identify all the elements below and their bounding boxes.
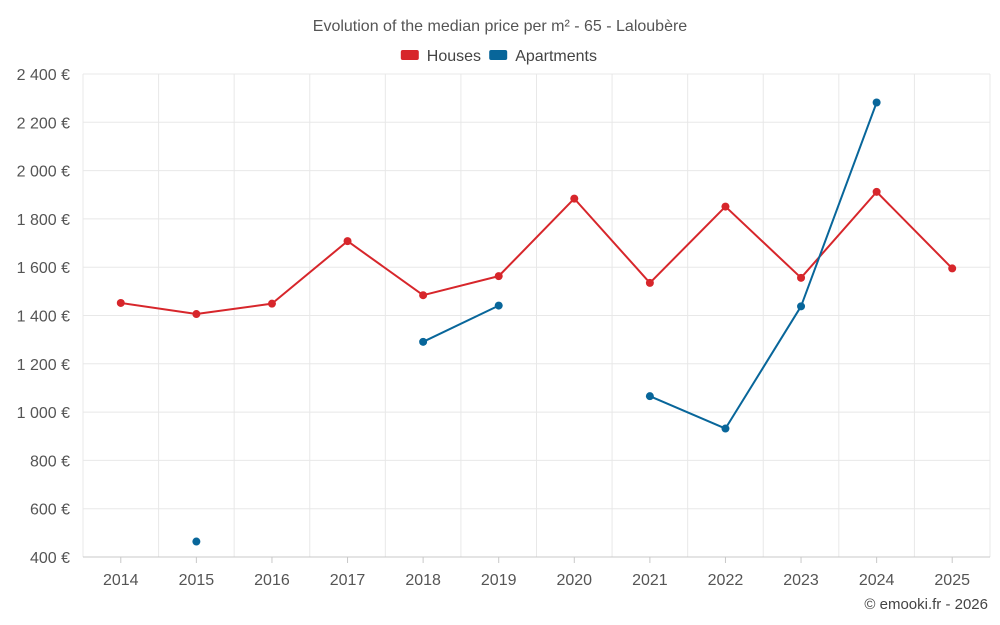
x-tick-label: 2020: [556, 572, 592, 589]
houses-data-point: [797, 273, 806, 282]
x-tick-label: 2022: [708, 572, 744, 589]
x-tick-label: 2015: [179, 572, 215, 589]
houses-data-point: [872, 187, 881, 196]
y-tick-label: 1 000 €: [17, 405, 70, 422]
apartments-data-point: [721, 424, 730, 433]
legend-label-houses: Houses: [427, 48, 481, 65]
y-tick-label: 2 200 €: [17, 115, 70, 132]
houses-data-point: [948, 264, 957, 273]
apartments-data-point: [192, 537, 201, 546]
apartments-data-point: [645, 392, 654, 401]
y-tick-label: 800 €: [30, 453, 70, 470]
series-lines: [116, 98, 957, 546]
y-tick-label: 1 600 €: [17, 260, 70, 277]
houses-data-point: [721, 202, 730, 211]
x-tick-label: 2016: [254, 572, 290, 589]
x-tick-label: 2014: [103, 572, 139, 589]
houses-data-point: [116, 298, 125, 307]
legend-swatch-apartments: [489, 50, 508, 60]
apartments-data-point: [797, 302, 806, 311]
axes: 400 € 600 € 800 € 1 000 € 1 200 € 1 400 € 1 60…: [17, 67, 990, 589]
x-tick-label: 2019: [481, 572, 517, 589]
houses-data-point: [192, 310, 201, 319]
credit-text: © emooki.fr - 2026: [864, 596, 988, 613]
apartments-data-point: [419, 337, 428, 346]
houses-data-point: [267, 299, 276, 308]
houses-data-point: [419, 291, 428, 300]
y-tick-label: 2 400 €: [17, 67, 70, 84]
x-tick-label: 2021: [632, 572, 668, 589]
y-tick-label: 1 400 €: [17, 309, 70, 326]
x-tick-label: 2023: [783, 572, 819, 589]
apartments-data-point: [872, 98, 881, 107]
apartments-series-line: [422, 304, 500, 343]
y-tick-label: 2 000 €: [17, 164, 70, 181]
y-tick-label: 400 €: [30, 550, 70, 567]
y-tick-label: 1 800 €: [17, 212, 70, 229]
houses-data-point: [645, 278, 654, 287]
x-tick-label: 2017: [330, 572, 366, 589]
legend: Houses Apartments: [400, 48, 597, 65]
legend-label-apartments: Apartments: [515, 48, 597, 65]
x-tick-label: 2025: [934, 572, 970, 589]
houses-data-point: [343, 237, 352, 246]
chart-title: Evolution of the median price per m² - 6…: [313, 18, 688, 35]
houses-data-point: [494, 272, 503, 281]
apartments-data-point: [494, 301, 503, 310]
y-tick-label: 600 €: [30, 502, 70, 519]
x-tick-label: 2018: [405, 572, 441, 589]
x-tick-label: 2024: [859, 572, 895, 589]
houses-data-point: [570, 194, 579, 203]
legend-swatch-houses: [400, 50, 419, 60]
grid-lines: [82, 73, 991, 557]
houses-series-line: [120, 190, 953, 316]
apartments-series-line: [649, 102, 878, 430]
y-tick-label: 1 200 €: [17, 357, 70, 374]
